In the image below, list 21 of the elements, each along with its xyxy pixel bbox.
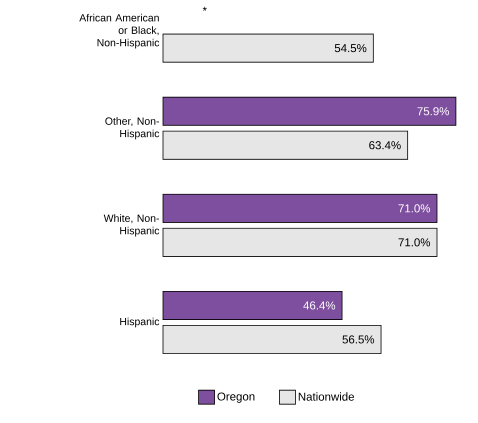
data-label: 71.0%: [398, 238, 430, 246]
bar: [162, 194, 438, 223]
text: *: [202, 6, 207, 11]
data-label: 71.0%: [398, 204, 430, 212]
legend-label: Oregon: [217, 392, 254, 403]
y-tick-label: White, Non-Hispanic: [104, 214, 160, 236]
data-label: 63.4%: [369, 141, 401, 150]
data-label: 54.5%: [334, 44, 366, 52]
data-label: 75.9%: [417, 107, 449, 116]
bar: [162, 324, 382, 354]
bar: [162, 228, 438, 257]
y-tick-label: African American or Black, Non-Hispanic: [79, 14, 160, 48]
bar: [162, 34, 374, 63]
bar: [162, 130, 408, 160]
data-label: 46.4%: [303, 301, 336, 310]
y-tick-label: Hispanic: [120, 318, 160, 328]
bar: [162, 96, 456, 126]
y-tick-label: Other, Non-Hispanic: [105, 117, 160, 140]
legend-label: Nationwide: [298, 392, 354, 401]
bar: [162, 290, 342, 320]
data-label: 56.5%: [342, 335, 374, 344]
